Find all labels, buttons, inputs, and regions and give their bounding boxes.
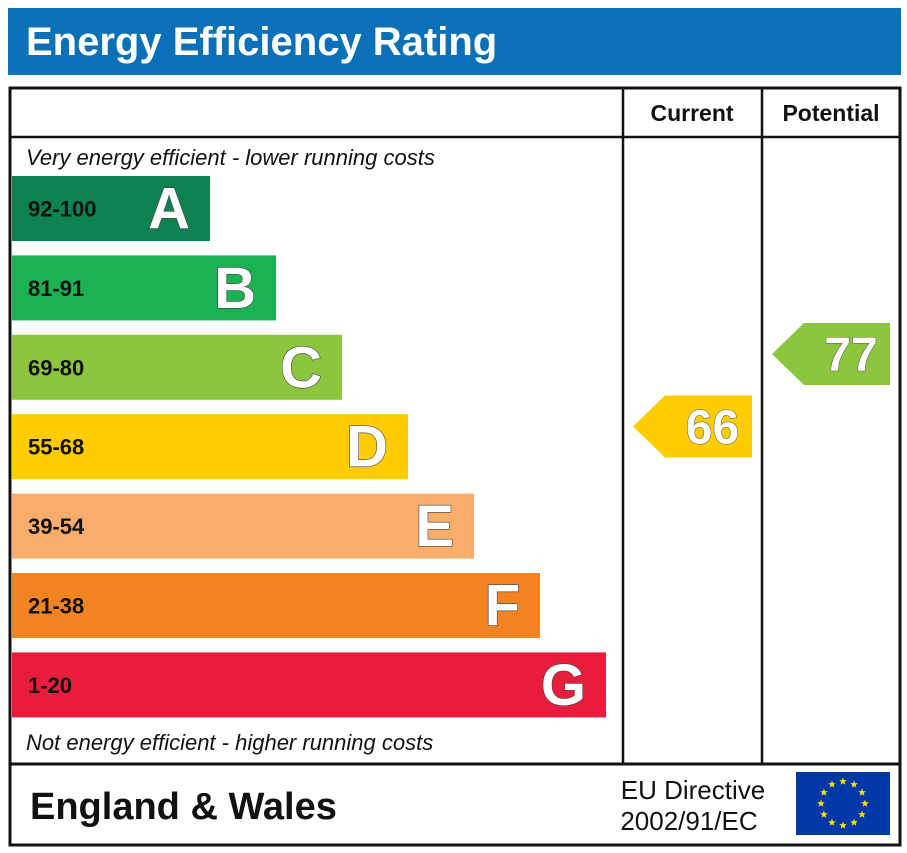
band-e: 39-54 E [12,493,474,560]
eu-star [858,810,866,818]
eu-star [861,799,869,807]
directive-line-2: 2002/91/EC [620,806,757,836]
band-letter: D [346,415,388,480]
band-range: 21-38 [28,594,84,619]
eu-star [850,818,858,826]
eu-star [820,810,828,818]
region-label: England & Wales [30,786,337,828]
band-bar [12,493,474,559]
bottom-note: Not energy efficient - higher running co… [26,730,433,755]
current-rating-arrow-shape [633,395,752,458]
band-bar [12,176,210,241]
band-letter: A [148,177,190,242]
band-letter: G [541,653,586,718]
band-b: 81-91 B [12,255,276,321]
page-title: Energy Efficiency Rating [26,20,498,64]
eu-star [820,788,828,796]
band-letter: E [415,494,454,559]
eu-star [858,788,866,796]
eu-star [839,777,847,785]
title-bar: Energy Efficiency Rating [8,8,901,75]
eu-star [850,780,858,788]
eu-star [839,821,847,829]
band-bar [12,414,408,480]
potential-rating-arrow-value: 77 [824,329,877,382]
band-range: 92-100 [28,197,97,222]
band-bar [12,652,606,718]
current-rating-arrow-value: 66 [686,401,739,454]
eu-star [828,780,836,788]
band-range: 55-68 [28,435,84,460]
top-note: Very energy efficient - lower running co… [26,145,435,170]
band-letter: C [280,335,322,400]
band-letter: B [214,256,256,321]
rating-bands: 92-100 A 81-91 B 69-80 C 55-68 D 39-54 E 21-38 F 1-2… [12,176,606,719]
band-range: 39-54 [28,514,85,539]
directive-line-1: EU Directive [621,775,765,805]
band-f: 21-38 F [12,573,540,639]
current-rating-arrow: 66 [633,395,752,458]
eu-star [817,799,825,807]
potential-rating-arrow-shape [772,323,890,386]
band-g: 1-20 G [12,652,606,719]
band-a: 92-100 A [12,176,210,242]
band-letter: F [485,574,520,639]
band-bar [12,334,342,400]
band-c: 69-80 C [12,335,342,401]
eu-flag-icon [796,772,890,835]
band-range: 1-20 [28,673,72,698]
band-range: 81-91 [28,276,84,301]
band-d: 55-68 D [12,414,408,480]
band-range: 69-80 [28,355,84,380]
eu-star [828,818,836,826]
current-column-header: Current [650,100,733,126]
potential-rating-arrow: 77 [772,323,890,386]
band-bar [12,573,540,638]
chart-frame [8,86,902,847]
potential-column-header: Potential [782,100,879,126]
rating-arrows: 66 77 [633,323,890,458]
band-bar [12,255,276,321]
